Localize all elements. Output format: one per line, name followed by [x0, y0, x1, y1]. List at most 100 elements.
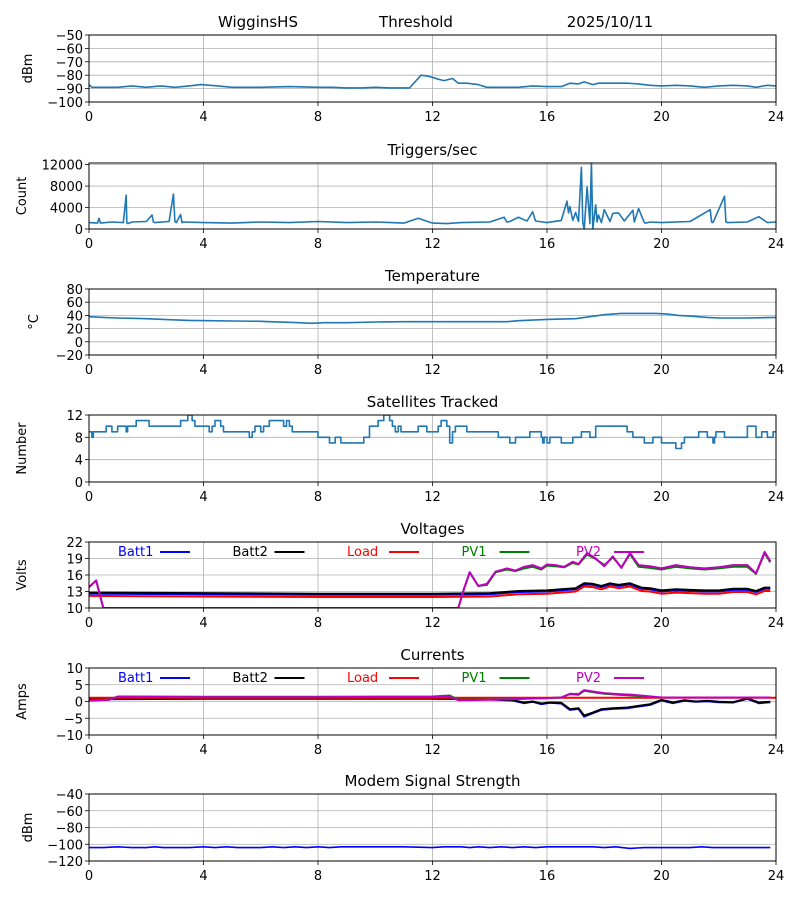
x-tick-label: 20: [653, 237, 670, 252]
x-tick-label: 8: [314, 869, 322, 884]
x-tick-label: 8: [314, 363, 322, 378]
y-tick-label: 10: [66, 662, 83, 677]
x-tick-label: 12: [424, 616, 441, 631]
x-tick-label: 8: [314, 616, 322, 631]
legend-label: PV2: [576, 545, 601, 560]
series-line-modem: [89, 845, 771, 850]
series-line-batt2: [89, 582, 771, 595]
x-tick-label: 20: [653, 363, 670, 378]
y-axis-label: dBm: [21, 813, 36, 843]
legend-item-pv1: PV1: [462, 671, 530, 686]
legend-label: PV2: [576, 671, 601, 686]
legend-label: Batt2: [233, 671, 268, 686]
x-tick-label: 4: [199, 490, 207, 505]
series-line-threshold: [89, 74, 776, 89]
x-tick-label: 8: [314, 743, 322, 758]
y-tick-label: −90: [56, 83, 83, 98]
x-tick-label: 16: [539, 237, 556, 252]
legend-item-load: Load: [347, 671, 419, 686]
y-tick-label: −70: [56, 56, 83, 71]
y-tick-label: −40: [56, 788, 83, 803]
panel-title: Modem Signal Strength: [345, 772, 521, 790]
x-tick-label: 4: [199, 869, 207, 884]
station-name: WigginsHS: [218, 13, 298, 31]
x-tick-label: 4: [199, 616, 207, 631]
x-tick-label: 4: [199, 363, 207, 378]
legend-item-pv1: PV1: [462, 545, 530, 560]
y-tick-label: 0: [75, 696, 83, 711]
y-tick-label: 22: [66, 536, 83, 551]
x-tick-label: 20: [653, 869, 670, 884]
legend-item-batt2: Batt2: [233, 671, 305, 686]
y-tick-label: −20: [56, 349, 83, 364]
y-tick-label: −60: [56, 42, 83, 57]
y-tick-label: 5: [75, 679, 83, 694]
x-tick-label: 20: [653, 110, 670, 125]
x-tick-label: 16: [539, 743, 556, 758]
x-tick-label: 12: [424, 110, 441, 125]
y-axis-label: dBm: [21, 54, 36, 84]
y-tick-label: −80: [56, 69, 83, 84]
series-line-satellites: [89, 415, 776, 450]
series-group: [89, 74, 776, 89]
series-group: [89, 415, 776, 450]
legend-item-batt1: Batt1: [118, 545, 190, 560]
legend-item-batt2: Batt2: [233, 545, 305, 560]
y-axis-label: Count: [15, 177, 30, 216]
x-tick-label: 24: [768, 237, 785, 252]
panel-title: Temperature: [384, 267, 480, 285]
y-tick-label: −80: [56, 822, 83, 837]
x-tick-label: 0: [85, 110, 93, 125]
y-tick-label: 80: [66, 283, 83, 298]
x-tick-label: 0: [85, 490, 93, 505]
panel-title: Voltages: [400, 520, 464, 538]
series-line-temperature: [89, 312, 776, 325]
series-line-load: [89, 585, 771, 598]
legend-label: Load: [347, 671, 378, 686]
legend-item-pv2: PV2: [576, 545, 644, 560]
x-tick-label: 12: [424, 237, 441, 252]
series-line-pv1: [89, 552, 772, 608]
y-tick-label: 10: [66, 602, 83, 617]
y-tick-label: −120: [47, 855, 83, 870]
y-tick-label: 19: [66, 553, 83, 568]
y-tick-label: −100: [47, 96, 83, 111]
y-tick-label: 40: [66, 309, 83, 324]
y-tick-label: −5: [64, 712, 83, 727]
x-tick-label: 16: [539, 616, 556, 631]
panel-satellites: 0 4 8 12 16 20 24 0 4 8 12 Number Satellites Tracked: [15, 393, 784, 505]
x-tick-label: 12: [424, 363, 441, 378]
y-tick-label: 60: [66, 296, 83, 311]
x-tick-label: 4: [199, 110, 207, 125]
x-tick-label: 8: [314, 490, 322, 505]
x-tick-label: 12: [424, 490, 441, 505]
panel-triggers: 0 4 8 12 16 20 24 0 4000 8000 12000 Count Triggers/s…: [15, 141, 784, 252]
panel-modem: 0 4 8 12 16 20 24 −120 −100−80 −60 −40 dBm Modem Sig…: [21, 772, 784, 884]
x-tick-label: 16: [539, 869, 556, 884]
series-group: [89, 845, 771, 850]
legend-label: Load: [347, 545, 378, 560]
y-tick-label: −50: [56, 29, 83, 44]
series-group: [89, 163, 776, 229]
legend-label: Batt1: [118, 545, 153, 560]
y-tick-label: 13: [66, 586, 83, 601]
x-tick-label: 16: [539, 363, 556, 378]
grid: [88, 541, 777, 609]
x-tick-label: 20: [653, 616, 670, 631]
y-tick-label: 12: [66, 409, 83, 424]
y-axis-label: Amps: [15, 683, 30, 720]
legend-label: Batt1: [118, 671, 153, 686]
y-tick-label: 0: [75, 476, 83, 491]
series-line-pv2: [89, 689, 771, 702]
mode-label: Threshold: [378, 13, 453, 31]
x-tick-label: 0: [85, 237, 93, 252]
y-tick-label: −10: [56, 729, 83, 744]
panel-threshold: 0 4 8 12 16 20 24 −100−90−80−70−60−50 dBm: [21, 29, 784, 125]
x-tick-label: 12: [424, 743, 441, 758]
y-tick-label: 8000: [50, 180, 83, 195]
x-tick-label: 4: [199, 743, 207, 758]
